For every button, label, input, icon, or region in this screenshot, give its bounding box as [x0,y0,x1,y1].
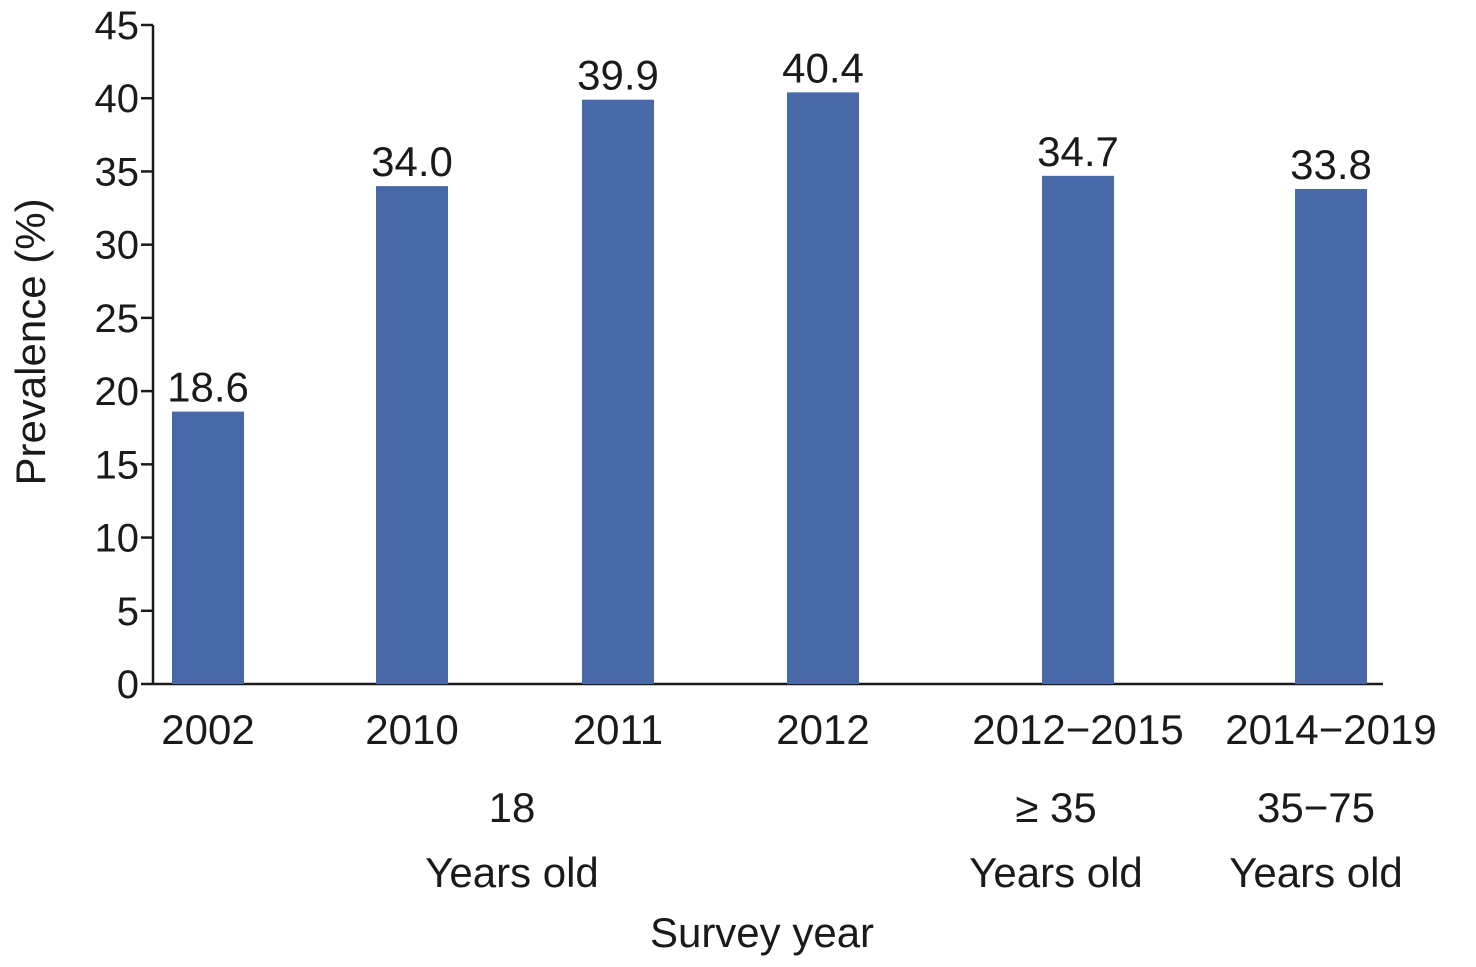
age-group-label: 18 [489,784,536,831]
x-category-label: 2012 [776,706,869,753]
bar-value-label: 39.9 [577,52,659,99]
x-category-label: 2010 [365,706,458,753]
bar [787,92,859,684]
bar [376,186,448,685]
y-tick-label: 40 [95,77,140,121]
y-tick-label: 15 [95,443,140,487]
x-category-label: 2002 [161,706,254,753]
x-category-label: 2011 [573,706,663,753]
bar-value-label: 34.7 [1037,128,1119,175]
y-tick-label: 45 [95,4,140,48]
category-labels: 2002 2010 2011 2012 2012−2015 2014−2019 [161,706,1436,753]
y-tick-label: 5 [117,590,139,634]
y-tick-label: 35 [95,150,140,194]
y-tick-label: 10 [95,517,140,561]
age-group-label: Years old [1229,849,1403,896]
bar [1042,175,1114,685]
y-axis-title: Prevalence (%) [7,198,54,485]
bar-value-label: 34.0 [371,138,453,185]
x-axis-title: Survey year [650,909,874,956]
bar-value-label: 33.8 [1290,141,1372,188]
bar-value-label: 18.6 [167,364,249,411]
bars [172,92,1367,685]
age-group-label: 35−75 [1257,784,1375,831]
bar [172,411,244,684]
y-tick-label: 0 [117,663,139,707]
y-tick-label: 25 [95,297,140,341]
bar [1295,189,1367,685]
age-group-label: ≥ 35 [1015,784,1096,831]
y-axis: 0 5 10 15 20 25 30 35 40 45 [95,4,155,707]
y-tick-label: 20 [95,370,140,414]
age-group-label: Years old [969,849,1143,896]
age-group-label: Years old [425,849,599,896]
x-category-label: 2014−2019 [1225,706,1436,753]
group-labels: 18 Years old ≥ 35 Years old 35−75 Years old [425,784,1403,896]
x-category-label: 2012−2015 [972,706,1183,753]
bar-value-label: 40.4 [782,44,864,91]
y-tick-label: 30 [95,224,140,268]
bar [582,99,654,685]
data-labels: 18.6 34.0 39.9 40.4 34.7 33.8 [167,44,1372,410]
